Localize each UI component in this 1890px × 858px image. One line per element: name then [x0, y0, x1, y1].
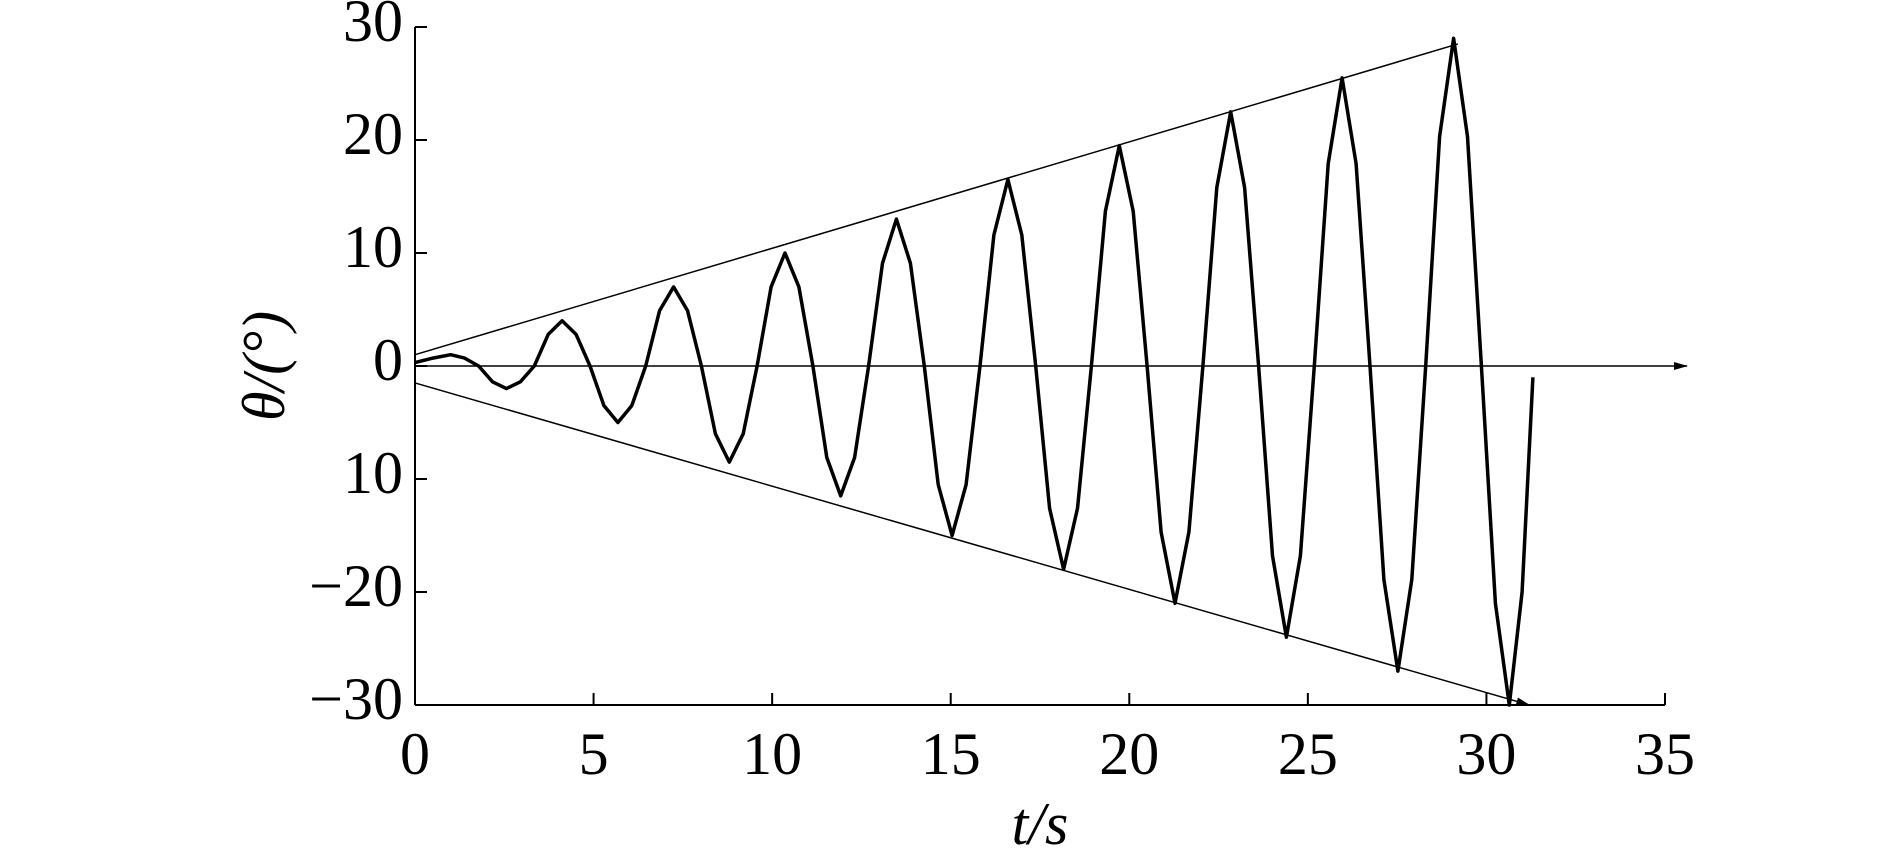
x-tick-label: 5 — [579, 721, 609, 787]
y-tick-label: 10 — [343, 214, 403, 280]
y-tick-label: −30 — [309, 666, 403, 732]
y-tick-label: 0 — [373, 327, 403, 393]
envelope-line — [414, 43, 1459, 356]
x-axis-label: t/s — [1012, 791, 1069, 857]
x-tick-label: 20 — [1099, 721, 1159, 787]
x-tick-label: 30 — [1456, 721, 1516, 787]
y-tick-label: −20 — [309, 553, 403, 619]
y-tick-label: 10 — [343, 440, 403, 506]
y-tick-label: 20 — [343, 101, 403, 167]
x-tick-label: 15 — [921, 721, 981, 787]
x-tick-label: 0 — [400, 721, 430, 787]
x-tick-label: 10 — [742, 721, 802, 787]
x-tick-label: 25 — [1278, 721, 1338, 787]
data-line — [414, 36, 1535, 707]
y-axis-label: θ/(°) — [231, 311, 297, 421]
x-tick-label: 35 — [1635, 721, 1695, 787]
y-tick-label: 30 — [343, 0, 403, 54]
envelope-line — [414, 382, 1531, 706]
